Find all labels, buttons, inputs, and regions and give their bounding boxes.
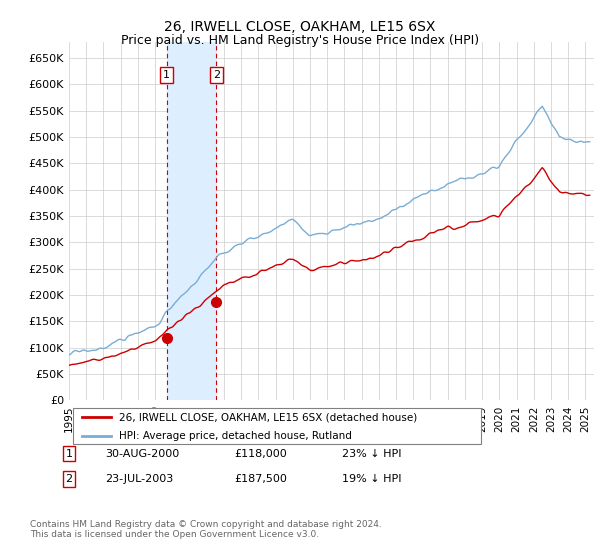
Text: Price paid vs. HM Land Registry's House Price Index (HPI): Price paid vs. HM Land Registry's House … bbox=[121, 34, 479, 46]
FancyBboxPatch shape bbox=[73, 408, 481, 444]
Text: Contains HM Land Registry data © Crown copyright and database right 2024.
This d: Contains HM Land Registry data © Crown c… bbox=[30, 520, 382, 539]
Text: HPI: Average price, detached house, Rutland: HPI: Average price, detached house, Rutl… bbox=[119, 431, 352, 441]
Text: 30-AUG-2000: 30-AUG-2000 bbox=[105, 449, 179, 459]
Text: £118,000: £118,000 bbox=[234, 449, 287, 459]
Text: 1: 1 bbox=[65, 449, 73, 459]
Text: 26, IRWELL CLOSE, OAKHAM, LE15 6SX (detached house): 26, IRWELL CLOSE, OAKHAM, LE15 6SX (deta… bbox=[119, 412, 418, 422]
Text: 2: 2 bbox=[213, 70, 220, 80]
Text: 1: 1 bbox=[163, 70, 170, 80]
Text: 2: 2 bbox=[65, 474, 73, 484]
Text: £187,500: £187,500 bbox=[234, 474, 287, 484]
Bar bbox=[167, 42, 216, 400]
Text: 23% ↓ HPI: 23% ↓ HPI bbox=[342, 449, 401, 459]
Text: 19% ↓ HPI: 19% ↓ HPI bbox=[342, 474, 401, 484]
Text: 26, IRWELL CLOSE, OAKHAM, LE15 6SX: 26, IRWELL CLOSE, OAKHAM, LE15 6SX bbox=[164, 20, 436, 34]
Text: 23-JUL-2003: 23-JUL-2003 bbox=[105, 474, 173, 484]
